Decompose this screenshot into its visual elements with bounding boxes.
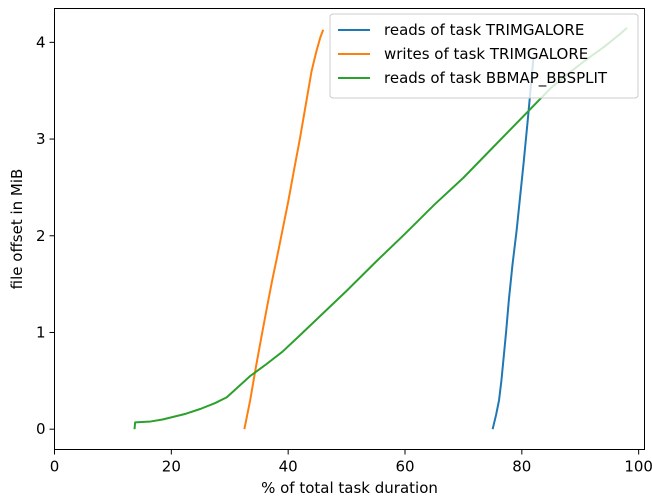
x-tick-label: 60 — [395, 458, 414, 476]
x-tick-label: 20 — [162, 458, 181, 476]
legend-entry-3: reads of task BBMAP_BBSPLIT — [384, 69, 608, 88]
x-axis-label: % of total task duration — [261, 479, 438, 497]
y-tick-label: 4 — [36, 33, 46, 51]
plot-frame — [54, 8, 645, 450]
legend: reads of task TRIMGALORE writes of task T… — [329, 13, 639, 99]
y-tick-label: 1 — [36, 323, 46, 341]
x-tick-label: 100 — [624, 458, 652, 476]
x-tick-label: 80 — [512, 458, 531, 476]
legend-entry-1: reads of task TRIMGALORE — [384, 21, 584, 39]
y-axis: 0 1 2 3 4 — [36, 33, 55, 438]
y-axis-label: file offset in MiB — [8, 169, 26, 290]
x-axis: 0 20 40 60 80 100 — [50, 449, 652, 476]
legend-box — [329, 13, 639, 99]
y-tick-label: 0 — [36, 420, 46, 438]
x-tick-label: 0 — [50, 458, 60, 476]
series-line-2 — [243, 29, 325, 430]
series-line-1 — [491, 56, 535, 430]
y-tick-label: 2 — [36, 227, 46, 245]
y-tick-label: 3 — [36, 130, 46, 148]
legend-entry-2: writes of task TRIMGALORE — [384, 45, 588, 63]
x-tick-label: 40 — [279, 458, 298, 476]
